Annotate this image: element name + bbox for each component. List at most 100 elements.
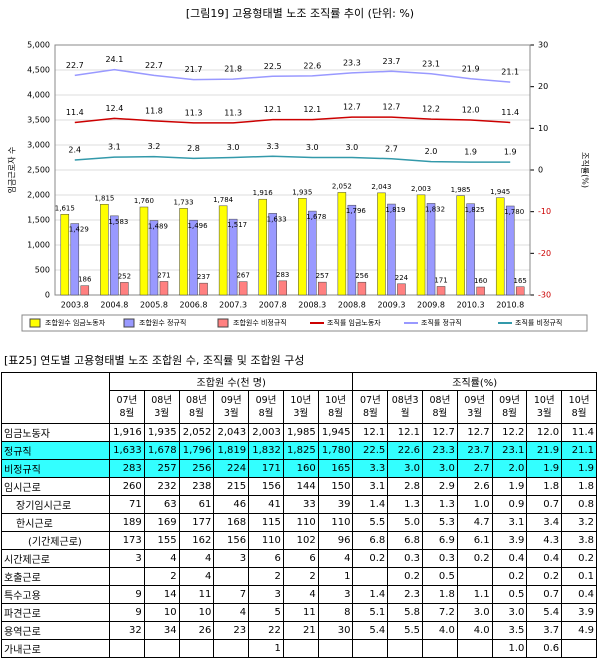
line-label: 22.6 — [303, 61, 321, 70]
table-cell: 256 — [178, 459, 215, 478]
bar — [199, 282, 208, 296]
table-cell: 156 — [248, 477, 284, 496]
table-cell — [317, 639, 354, 658]
table-cell — [213, 567, 250, 586]
table-cell: 0.9 — [491, 495, 528, 514]
table-cell: 21.1 — [561, 441, 597, 460]
table-cell — [352, 639, 389, 658]
table-cell: 0.7 — [526, 495, 563, 514]
table-cell: 173 — [109, 531, 145, 550]
table-cell: 2,052 — [178, 423, 215, 442]
line-label: 11.4 — [501, 108, 519, 117]
table-row: 조합원 수(천 명) 조직률(%) — [1, 372, 597, 424]
bar-label: 2,003 — [411, 185, 431, 193]
table-cell: 110 — [282, 513, 319, 532]
table-cell: 1.4 — [352, 585, 389, 604]
table-cell: 1.9 — [561, 459, 597, 478]
table-cell: 10년 3월 — [282, 390, 319, 424]
table-cell: 215 — [213, 477, 250, 496]
table-cell: 2 — [282, 567, 319, 586]
table-cell: 21.9 — [526, 441, 563, 460]
table-cell: 63 — [143, 495, 180, 514]
table-cell: 0.5 — [491, 585, 528, 604]
table-row: 임금노동자 1,916 1,935 2,052 2,043 2,003 1,985 1,945… — [1, 423, 597, 442]
table-cell: 정규직 — [1, 441, 110, 460]
table-cell: 2.6 — [456, 477, 493, 496]
bar-label: 1,760 — [134, 197, 154, 205]
table-cell: 비정규직 — [1, 459, 110, 478]
bar-label: 267 — [236, 272, 249, 280]
table-cell: 3.1 — [352, 477, 389, 496]
table-cell: 장기임시근로 — [1, 495, 110, 514]
y2-axis-label: 조직률(%) — [581, 152, 591, 188]
table-cell: 임금노동자 — [1, 423, 110, 442]
table-cell: 1.9 — [526, 459, 563, 478]
table-cell — [561, 639, 597, 658]
table-cell: 39 — [317, 495, 354, 514]
table-cell: 조합원 수(천 명) — [108, 372, 354, 391]
table-cell: 21 — [282, 621, 319, 640]
table-cell: 3.9 — [561, 603, 597, 622]
bar-label: 1,780 — [504, 208, 524, 216]
bar — [426, 203, 436, 296]
y2-tick-label: 0 — [538, 166, 543, 175]
table-cell: 5.5 — [387, 621, 424, 640]
table-cell: 3.7 — [526, 621, 563, 640]
y-tick-label: 0 — [45, 291, 50, 300]
table-cell: 165 — [317, 459, 354, 478]
line-label: 21.1 — [501, 68, 519, 77]
line-label: 11.4 — [66, 108, 84, 117]
table-cell: 1 — [317, 567, 354, 586]
bar-label: 171 — [434, 276, 447, 284]
table-cell: 12.1 — [352, 423, 389, 442]
bar — [456, 195, 465, 296]
legend-label: 조합원수 비정규직 — [233, 318, 287, 327]
table-cell: 2.9 — [422, 477, 458, 496]
table-cell: 0.2 — [352, 549, 389, 568]
table-cell — [109, 567, 145, 586]
table-cell: 09년 3월 — [456, 390, 493, 424]
bar — [179, 208, 188, 296]
table-cell: 46 — [213, 495, 250, 514]
x-tick-label: 2010.3 — [457, 301, 485, 310]
legend-label: 조직률 임금노동자 — [327, 318, 381, 327]
table-cell: 0.3 — [422, 549, 458, 568]
table-cell: 224 — [213, 459, 250, 478]
table-row: 파견근로 9 10 10 4 5 11 8 5.1 5.8 7.2 3.0 3.0 5.4 3.9 — [1, 603, 597, 622]
table-cell: 3.5 — [491, 621, 528, 640]
line-label: 12.1 — [264, 105, 282, 114]
y-tick-label: 3,000 — [27, 141, 50, 150]
y2-tick-label: 30 — [538, 41, 548, 50]
bar-label: 1,916 — [253, 189, 274, 197]
table-cell: 11 — [282, 603, 319, 622]
table-cell: 5.8 — [387, 603, 424, 622]
line-label: 12.4 — [105, 104, 123, 113]
table-cell: 6.8 — [387, 531, 424, 550]
table-cell: 41 — [248, 495, 284, 514]
bar — [337, 192, 347, 296]
table-cell: 2.7 — [456, 459, 493, 478]
table-cell: 61 — [178, 495, 215, 514]
y-tick-label: 500 — [35, 266, 50, 275]
table-cell: 4.3 — [526, 531, 563, 550]
table-cell: 283 — [109, 459, 145, 478]
table-cell: 2.3 — [387, 585, 424, 604]
table-cell: 4 — [143, 549, 180, 568]
table-cell: 0.2 — [456, 549, 493, 568]
bar — [159, 281, 169, 296]
bar-label: 1,832 — [425, 205, 445, 213]
bar-label: 1,429 — [69, 226, 89, 234]
table-cell: 6 — [282, 549, 319, 568]
table-cell: 8 — [317, 603, 354, 622]
legend-swatch — [29, 318, 41, 328]
chart-title: [그림19] 고용형태별 노조 조직률 추이 (단위: %) — [186, 7, 414, 20]
table-cell: 150 — [317, 477, 354, 496]
line-label: 11.3 — [224, 108, 242, 117]
table-row: 용역근로 32 34 26 23 22 21 30 5.4 5.5 4.0 4.0 3.5 3.7 4.9 — [1, 621, 597, 640]
table-cell: 5.4 — [526, 603, 563, 622]
table: 조합원 수(천 명) 조직률(%) 07년 8월 08년 3월 08년 8월 09년 3월… — [1, 372, 597, 658]
table-cell: 3.4 — [526, 513, 563, 532]
bar-label: 1,517 — [227, 221, 247, 229]
table-cell: 71 — [109, 495, 145, 514]
